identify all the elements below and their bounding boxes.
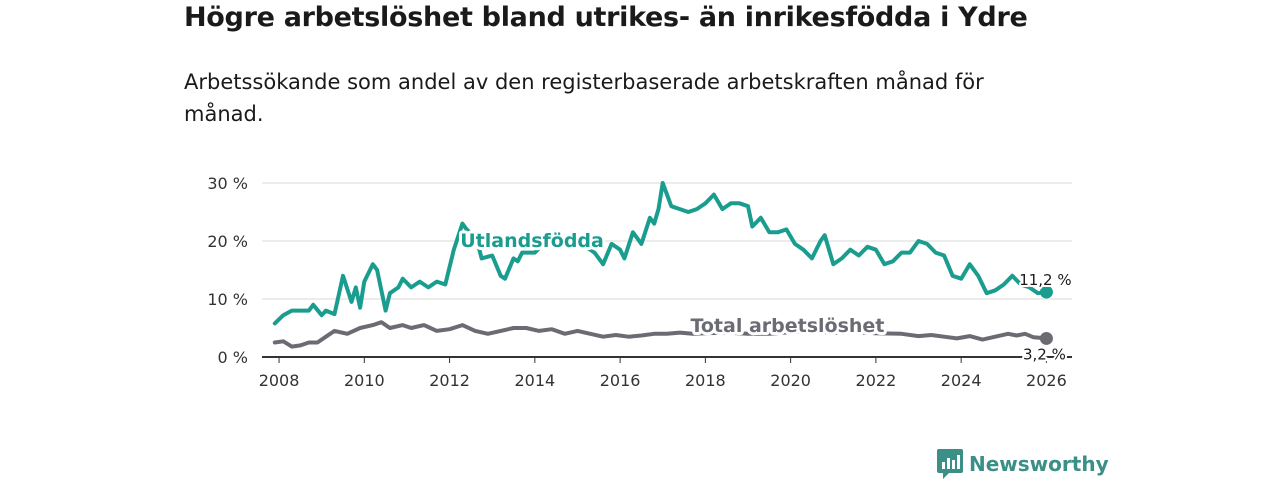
series-endpoint — [1039, 285, 1053, 299]
y-tick-label: 30 % — [207, 174, 248, 193]
series-end-value-label: 3,2 % — [1023, 345, 1066, 363]
x-tick-label: 2010 — [344, 371, 385, 390]
x-tick-label: 2026 — [1026, 371, 1067, 390]
x-tick-label: 2024 — [941, 371, 982, 390]
y-tick-label: 10 % — [207, 290, 248, 309]
brand-name: Newsworthy — [969, 452, 1109, 476]
x-tick-label: 2012 — [429, 371, 470, 390]
series-end-value-label: 11,2 % — [1019, 271, 1071, 289]
y-tick-label: 20 % — [207, 232, 248, 251]
series-layer — [272, 181, 1053, 349]
series-line — [272, 181, 1049, 326]
x-tick-label: 2022 — [856, 371, 897, 390]
x-tick-label: 2018 — [685, 371, 726, 390]
x-tick-label: 2008 — [259, 371, 300, 390]
series-endpoint — [1039, 331, 1053, 345]
x-tick-label: 2016 — [600, 371, 641, 390]
series-name-label: Utlandsfödda — [460, 230, 604, 252]
label-layer: 0 % 10 % 20 % 30 % 2008 2010 2012 2014 2016 2018 2… — [207, 174, 1073, 390]
series-name-label: Total arbetslöshet — [690, 315, 884, 337]
newsworthy-brand: Newsworthy — [937, 449, 1109, 479]
grid-layer — [262, 182, 1072, 363]
newsworthy-logo-icon — [937, 449, 963, 479]
line-chart: 0 % 10 % 20 % 30 % 2008 2010 2012 2014 2016 2018 2… — [207, 174, 1073, 390]
x-tick-label: 2020 — [770, 371, 811, 390]
x-tick-label: 2014 — [514, 371, 555, 390]
y-tick-label: 0 % — [218, 348, 248, 367]
series-line — [272, 320, 1049, 349]
chart-title: Högre arbetslöshet bland utrikes- än inr… — [184, 2, 1028, 33]
chart-subtitle: Arbetssökande som andel av den registerb… — [184, 70, 984, 126]
